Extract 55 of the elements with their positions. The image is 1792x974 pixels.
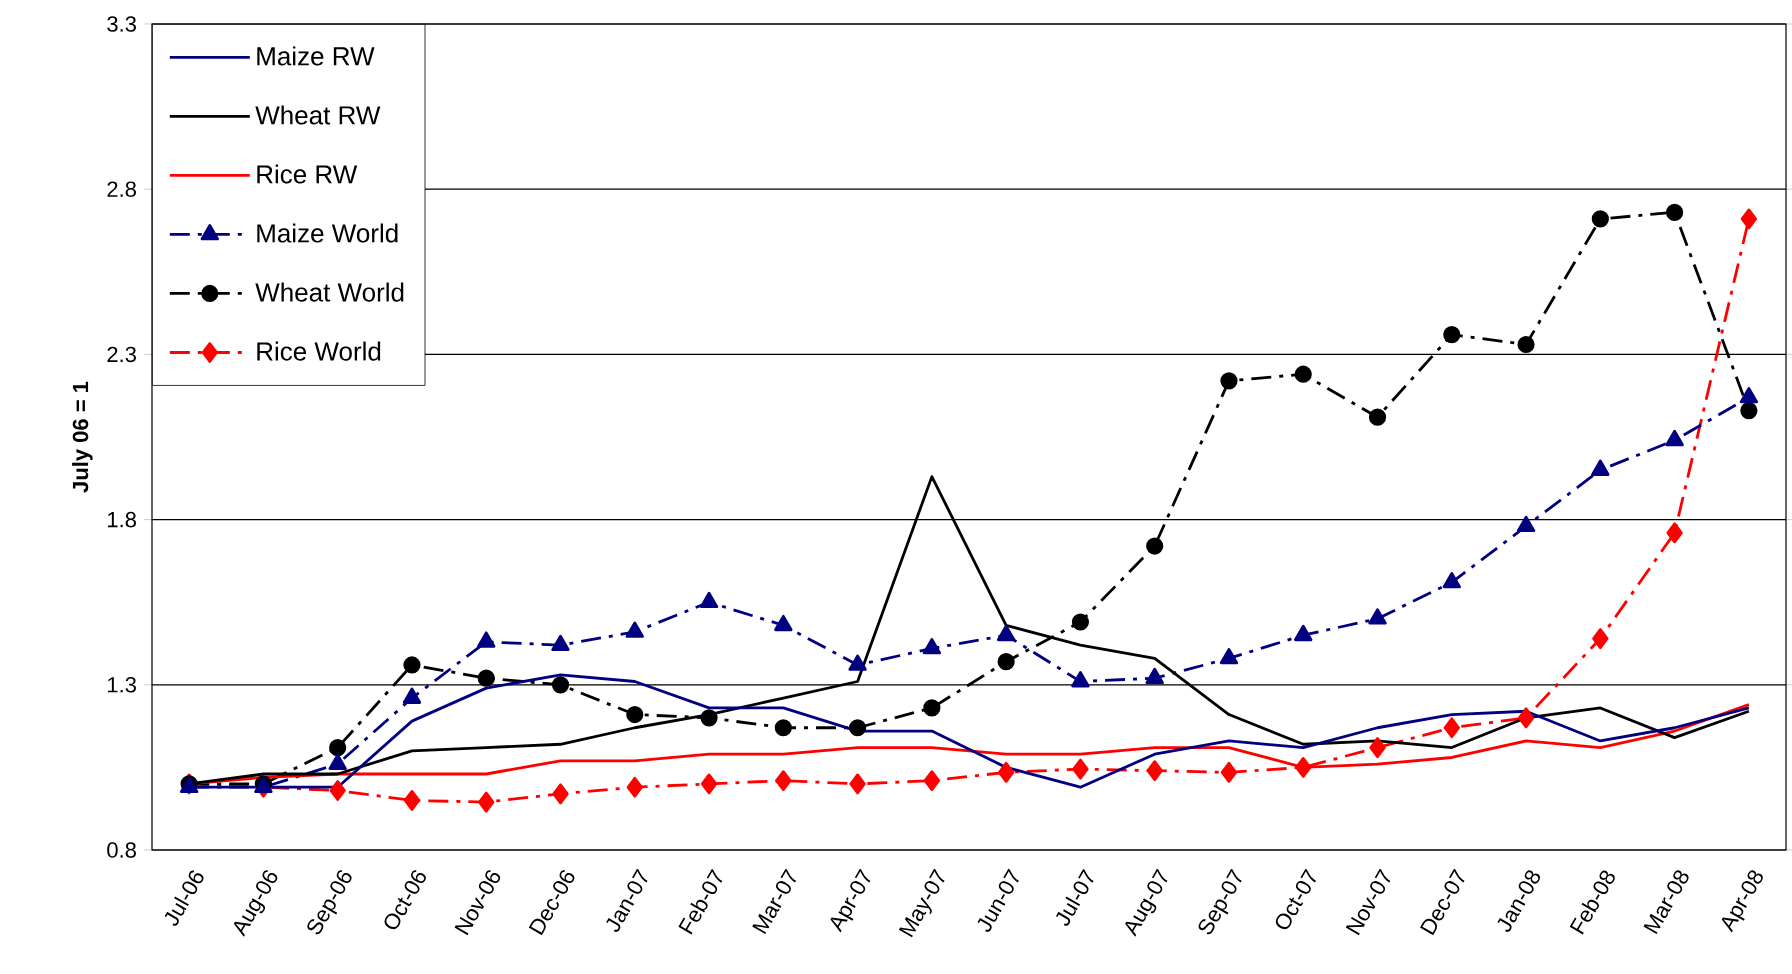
point: [1146, 537, 1164, 555]
point: [403, 656, 421, 674]
point: [1220, 761, 1238, 783]
point: [1592, 628, 1609, 649]
point: [1368, 408, 1387, 426]
point: [329, 780, 346, 801]
y-tick-label: 3.3: [107, 16, 136, 32]
point: [329, 738, 347, 757]
point: [922, 638, 942, 655]
point: [774, 719, 792, 737]
point: [923, 770, 941, 792]
point: [551, 676, 570, 694]
legend-label: Maize RW: [257, 46, 375, 66]
point: [1443, 325, 1461, 344]
point: [1295, 757, 1312, 778]
point: [478, 791, 495, 813]
point: [775, 770, 792, 792]
point: [1591, 210, 1609, 228]
point: [700, 709, 718, 727]
legend-label: Rice World: [257, 341, 381, 361]
legend-label: Wheat RW: [255, 105, 381, 125]
point: [998, 761, 1015, 783]
point: [849, 773, 866, 795]
y-tick-label: 0.8: [107, 842, 136, 858]
point: [1740, 208, 1758, 230]
legend-label: Wheat World: [255, 282, 404, 302]
y-tick-label: 2.8: [107, 181, 136, 197]
point: [1294, 365, 1312, 383]
y-tick-label: 1.3: [108, 677, 136, 693]
point: [1517, 335, 1535, 354]
point: [1666, 522, 1683, 544]
point: [997, 653, 1015, 671]
legend-label: Maize World: [257, 223, 398, 243]
point: [1740, 401, 1758, 420]
point: [1071, 671, 1090, 688]
point: [626, 705, 644, 724]
point: [552, 783, 569, 805]
point: [1072, 758, 1089, 780]
point: [1517, 707, 1535, 729]
point: [1666, 203, 1684, 221]
point: [849, 719, 867, 737]
point: [1443, 717, 1460, 739]
point: [923, 699, 941, 717]
point: [700, 773, 718, 795]
y-tick-label: 1.8: [108, 511, 136, 528]
point: [626, 776, 643, 798]
point: [477, 669, 495, 687]
point: [1146, 760, 1163, 782]
point: [1220, 372, 1238, 390]
y-tick-label: 2.3: [107, 346, 136, 363]
y-axis-title: July 06 = 1: [72, 381, 93, 493]
legend-label: Rice RW: [257, 164, 358, 184]
point: [1071, 613, 1090, 631]
point: [1369, 737, 1386, 758]
point: [403, 790, 421, 811]
